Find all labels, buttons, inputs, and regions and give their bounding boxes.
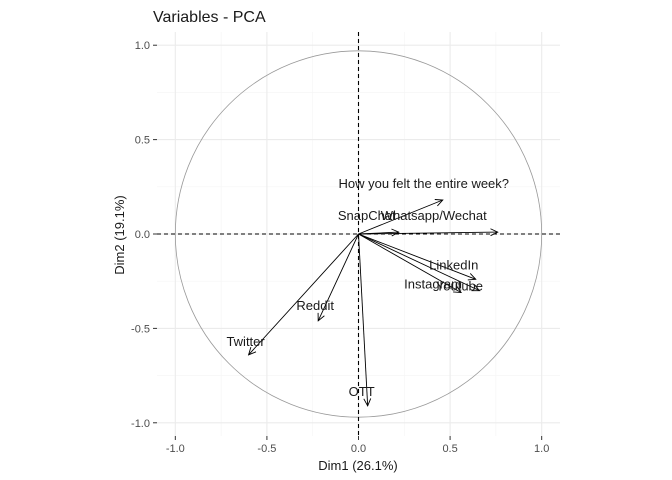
variable-arrows — [247, 199, 499, 407]
x-tick-label: -0.5 — [257, 443, 276, 455]
x-tick-label: 1.0 — [534, 443, 549, 455]
y-tick-label: 0.5 — [135, 135, 150, 147]
variable-arrow — [358, 233, 477, 281]
y-tick-label: -0.5 — [131, 323, 150, 335]
variable-label: Whatsapp/Wechat — [381, 208, 487, 223]
x-tick-label: -1.0 — [166, 443, 185, 455]
variable-label: Instagram — [404, 277, 462, 292]
variable-arrow — [358, 233, 481, 292]
variable-label: Twitter — [226, 334, 265, 349]
variable-arrow — [358, 199, 444, 235]
x-tick-label: 0.0 — [351, 443, 366, 455]
variable-label: LinkedIn — [429, 257, 478, 272]
x-tick-label: 0.5 — [442, 443, 457, 455]
variable-arrow — [247, 233, 359, 356]
variable-label: SnapChat — [338, 208, 396, 223]
variable-label: Youtube — [436, 279, 483, 294]
x-axis-title: Dim1 (26.1%) — [318, 458, 397, 473]
y-tick-label: -1.0 — [131, 418, 150, 430]
chart-title: Variables - PCA — [153, 9, 266, 26]
variable-arrow — [358, 233, 372, 407]
variable-label: How you felt the entire week? — [338, 176, 509, 191]
y-tick-label: 1.0 — [135, 40, 150, 52]
variable-label: OTT — [349, 384, 375, 399]
variable-arrow — [358, 228, 499, 237]
y-axis-ticks: -1.0 -0.5 0.0 0.5 1.0 — [131, 40, 157, 430]
y-tick-label: 0.0 — [135, 229, 150, 241]
variable-arrow — [358, 228, 400, 237]
variable-arrow — [358, 233, 462, 294]
variable-labels: How you felt the entire week? SnapChatWha… — [226, 176, 509, 399]
y-axis-title: Dim2 (19.1%) — [112, 195, 127, 274]
variable-arrow — [317, 233, 359, 322]
variable-label: Reddit — [296, 298, 334, 313]
x-axis-ticks: -1.0 -0.5 0.0 0.5 1.0 — [166, 436, 549, 455]
